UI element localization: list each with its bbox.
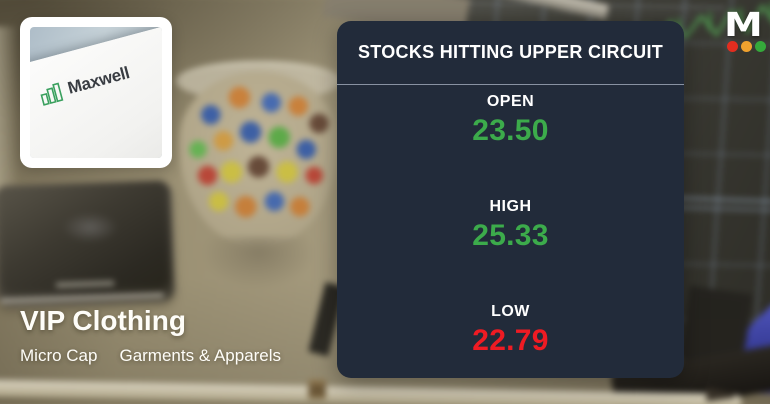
stat-open-label: OPEN xyxy=(486,93,535,110)
stat-low-value: 22.79 xyxy=(472,324,549,357)
publisher-logo-dots xyxy=(719,41,767,52)
company-name: VIP Clothing xyxy=(20,305,186,336)
company-meta: Micro Cap Garments & Apparels xyxy=(20,346,281,366)
candy-bowl xyxy=(178,71,339,245)
bar-chart-icon xyxy=(41,82,64,106)
brand-name: Maxwell xyxy=(65,63,132,99)
publisher-logo: M xyxy=(719,5,767,52)
company-sector: Garments & Apparels xyxy=(119,345,282,365)
background-phone-screen-glare xyxy=(61,212,119,243)
stat-high-label: HIGH xyxy=(489,198,532,215)
stat-open-value: 23.50 xyxy=(472,114,549,147)
green-dot-icon xyxy=(754,41,766,52)
stat-low: LOW 22.79 xyxy=(337,303,684,358)
stat-low-label: LOW xyxy=(491,303,530,320)
stat-open: OPEN 23.50 xyxy=(337,93,684,148)
brand-logo: Maxwell xyxy=(39,63,132,106)
company-logo-card: Maxwell xyxy=(20,17,172,168)
company-market-cap: Micro Cap xyxy=(20,345,98,365)
candy-bowl-shadow xyxy=(201,236,316,290)
publisher-logo-letter: M xyxy=(723,5,763,44)
stats-card-body: OPEN 23.50 HIGH 25.33 LOW 22.79 xyxy=(337,85,684,378)
logo-paper: Maxwell xyxy=(30,27,162,158)
stats-card: STOCKS HITTING UPPER CIRCUIT OPEN 23.50 … xyxy=(337,21,684,378)
red-dot-icon xyxy=(726,41,738,52)
stat-high: HIGH 25.33 xyxy=(337,198,684,253)
orange-dot-icon xyxy=(740,41,752,52)
stat-high-value: 25.33 xyxy=(472,219,549,252)
company-logo-image: Maxwell xyxy=(30,27,162,158)
stats-card-title: STOCKS HITTING UPPER CIRCUIT xyxy=(337,21,684,85)
company-info: VIP Clothing Micro Cap Garments & Appare… xyxy=(20,305,281,366)
